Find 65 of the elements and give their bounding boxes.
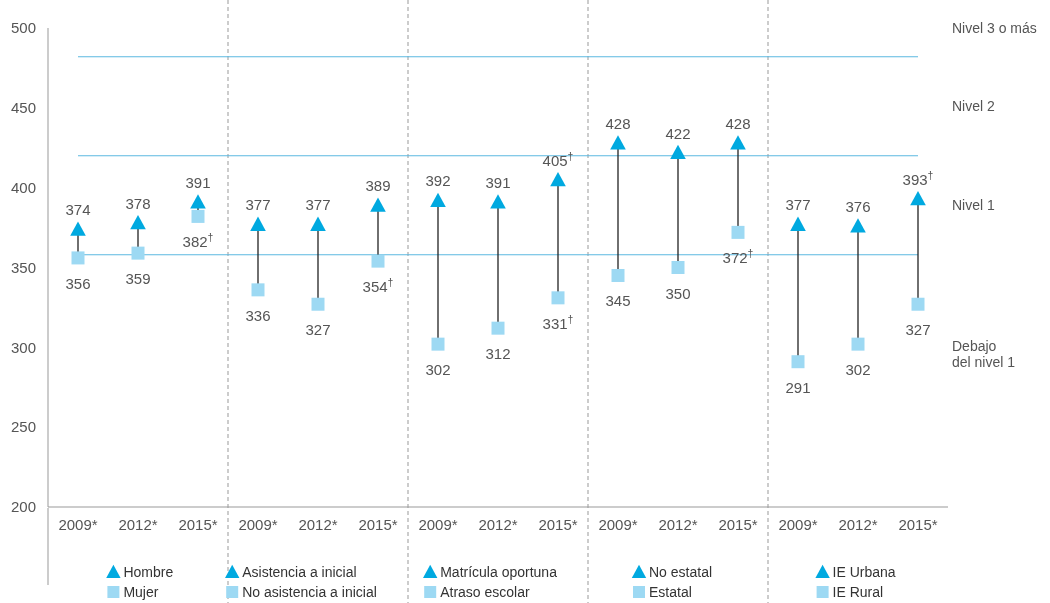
data-label: 354$^{†}$ (362, 276, 394, 296)
data-label: 393$^{†}$ (902, 168, 934, 188)
x-tick-label: 2009* (418, 516, 458, 533)
x-tick-label: 2012* (118, 516, 158, 533)
data-label: 391 (485, 174, 511, 192)
legend-label: IE Rural (832, 583, 884, 600)
data-label: 302 (425, 361, 451, 379)
y-tick-label: 400 (10, 178, 36, 196)
x-tick-label: 2015* (898, 516, 938, 533)
x-tick-label: 2012* (478, 516, 518, 533)
data-label: 350 (665, 284, 691, 302)
text: Debajo del nivel 1 (952, 337, 1016, 371)
data-label: 377 (245, 196, 271, 214)
y-tick-label: 350 (10, 258, 36, 276)
data-label: 405$^{†}$ (542, 149, 574, 169)
x-tick-label: 2009* (598, 516, 638, 533)
data-label: 327 (305, 321, 331, 339)
y-tick-label: 250 (10, 418, 36, 436)
data-label: 377 (785, 196, 811, 214)
legend-label: Hombre (123, 563, 174, 580)
legend-label: No estatal (649, 563, 713, 580)
data-label: 392 (425, 172, 451, 190)
data-label: 374 (65, 201, 91, 219)
x-tick-label: 2009* (778, 516, 818, 533)
data-label: 377 (305, 196, 331, 214)
x-tick-label: 2015* (538, 516, 578, 533)
data-label: 356 (65, 274, 91, 292)
legend-label: No asistencia a inicial (242, 583, 377, 600)
y-tick-label: 450 (10, 99, 36, 117)
legend-label: Mujer (123, 583, 159, 600)
data-label: 345 (605, 292, 631, 310)
legend-label: IE Urbana (832, 563, 896, 580)
y-tick-label: 500 (10, 19, 36, 37)
data-label: 391 (185, 174, 211, 192)
data-label: 331$^{†}$ (542, 312, 574, 332)
data-label: 376 (845, 197, 871, 215)
x-tick-label: 2012* (838, 516, 878, 533)
legend-label: Asistencia a inicial (242, 563, 357, 580)
x-tick-label: 2009* (58, 516, 98, 533)
legend-label: Matrícula oportuna (440, 563, 558, 580)
text: Nivel 3 o más (952, 19, 1037, 36)
x-tick-label: 2015* (178, 516, 218, 533)
data-label: 378 (125, 194, 151, 212)
y-tick-label: 200 (10, 498, 36, 516)
x-tick-label: 2012* (658, 516, 698, 533)
y-tick-label: 300 (10, 338, 36, 356)
text: Nivel 2 (952, 98, 996, 115)
x-tick-label: 2012* (298, 516, 338, 533)
data-label: 302 (845, 361, 871, 379)
legend-label: Estatal (649, 583, 692, 600)
legend-label: Atraso escolar (440, 583, 531, 600)
data-label: 291 (785, 378, 811, 396)
data-label: 327 (905, 321, 931, 339)
data-label: 389 (365, 177, 391, 195)
x-tick-label: 2009* (238, 516, 278, 533)
data-label: 428 (725, 114, 751, 132)
x-tick-label: 2015* (358, 516, 398, 533)
data-label: 336 (245, 306, 271, 324)
data-label: 312 (485, 345, 511, 363)
data-label: 359 (125, 270, 151, 288)
data-label: 382$^{†}$ (182, 231, 214, 251)
data-label: 422 (665, 124, 691, 142)
x-tick-label: 2015* (718, 516, 758, 533)
text: Nivel 1 (952, 197, 996, 214)
data-label: 428 (605, 114, 631, 132)
